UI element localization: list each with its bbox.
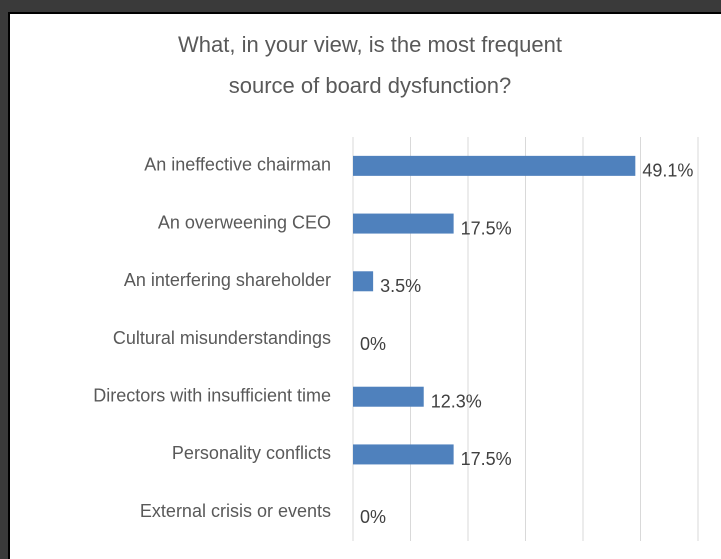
- y-tick-label: An interfering shareholder: [124, 270, 331, 290]
- bar: [353, 386, 424, 407]
- data-label: 0%: [360, 334, 386, 354]
- y-tick-label: An overweening CEO: [158, 212, 331, 232]
- data-label: 49.1%: [642, 161, 693, 181]
- y-tick-label: Directors with insufficient time: [93, 385, 331, 405]
- y-tick-label: Personality conflicts: [172, 443, 331, 463]
- chart-title: source of board dysfunction?: [229, 73, 512, 98]
- data-label: 17.5%: [461, 449, 512, 469]
- bar: [353, 444, 454, 465]
- bar: [353, 213, 454, 234]
- data-label: 17.5%: [461, 218, 512, 238]
- y-tick-label: An ineffective chairman: [144, 155, 331, 175]
- data-label: 3.5%: [380, 276, 421, 296]
- data-label: 0%: [360, 507, 386, 527]
- y-tick-label: External crisis or events: [140, 501, 331, 521]
- data-label: 12.3%: [431, 391, 482, 411]
- chart-title: What, in your view, is the most frequent: [178, 32, 562, 57]
- y-tick-label: Cultural misunderstandings: [113, 328, 331, 348]
- bar: [353, 155, 636, 176]
- bar: [353, 271, 374, 292]
